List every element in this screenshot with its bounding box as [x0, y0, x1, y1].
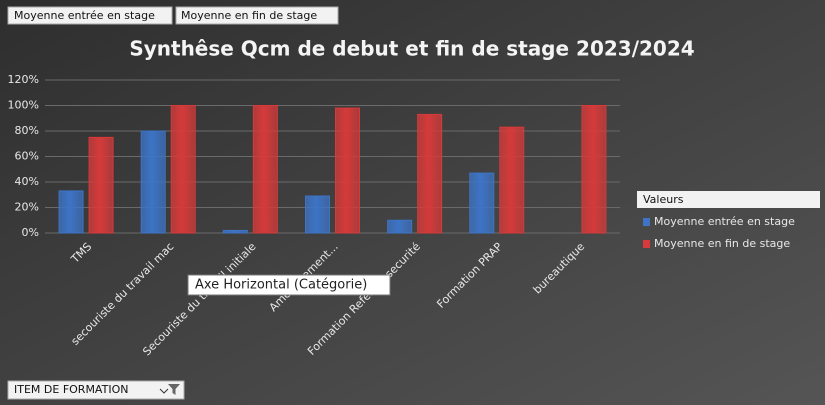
- bar: [387, 219, 413, 234]
- legend-title-box: [637, 191, 820, 208]
- bar: [581, 105, 607, 234]
- y-tick-label: 80%: [15, 124, 39, 137]
- axis-field-button[interactable]: [7, 380, 185, 400]
- bar: [499, 126, 525, 234]
- bar: [88, 136, 114, 234]
- field-button[interactable]: [7, 6, 173, 25]
- tooltip-text: Axe Horizontal (Catégorie): [195, 278, 367, 293]
- y-tick-label: 60%: [15, 150, 39, 163]
- legend-label: Moyenne en fin de stage: [654, 237, 790, 250]
- bar: [417, 113, 443, 234]
- y-tick-label: 20%: [15, 201, 39, 214]
- y-tick-label: 100%: [8, 99, 39, 112]
- bar: [58, 190, 84, 234]
- chart-title: Synthêse Qcm de debut et fin de stage 20…: [129, 37, 694, 61]
- bar: [222, 229, 248, 234]
- field-button-label[interactable]: Moyenne en fin de stage: [181, 9, 317, 22]
- bar: [305, 195, 330, 234]
- legend-swatch: [643, 218, 650, 226]
- legend-title: Valeurs: [643, 193, 684, 206]
- bar: [335, 107, 360, 234]
- y-tick-label: 0%: [22, 226, 39, 239]
- bar: [170, 105, 196, 234]
- dropdown-icon[interactable]: [159, 388, 169, 394]
- axis-field-label[interactable]: ITEM DE FORMATION: [14, 383, 128, 396]
- y-tick-label: 120%: [8, 73, 39, 86]
- y-tick-label: 40%: [15, 175, 39, 188]
- bar: [140, 130, 166, 234]
- overlay: Axe Horizontal (Catégorie) Moyenne entré…: [187, 215, 795, 296]
- bar: [252, 105, 278, 234]
- filter-icon[interactable]: [168, 384, 180, 395]
- tooltip-box: [187, 274, 391, 296]
- field-button[interactable]: [175, 6, 339, 25]
- legend-swatch: [643, 240, 650, 248]
- legend-label: Moyenne entrée en stage: [654, 215, 795, 228]
- field-button-label[interactable]: Moyenne entrée en stage: [14, 9, 155, 22]
- bar: [469, 172, 495, 234]
